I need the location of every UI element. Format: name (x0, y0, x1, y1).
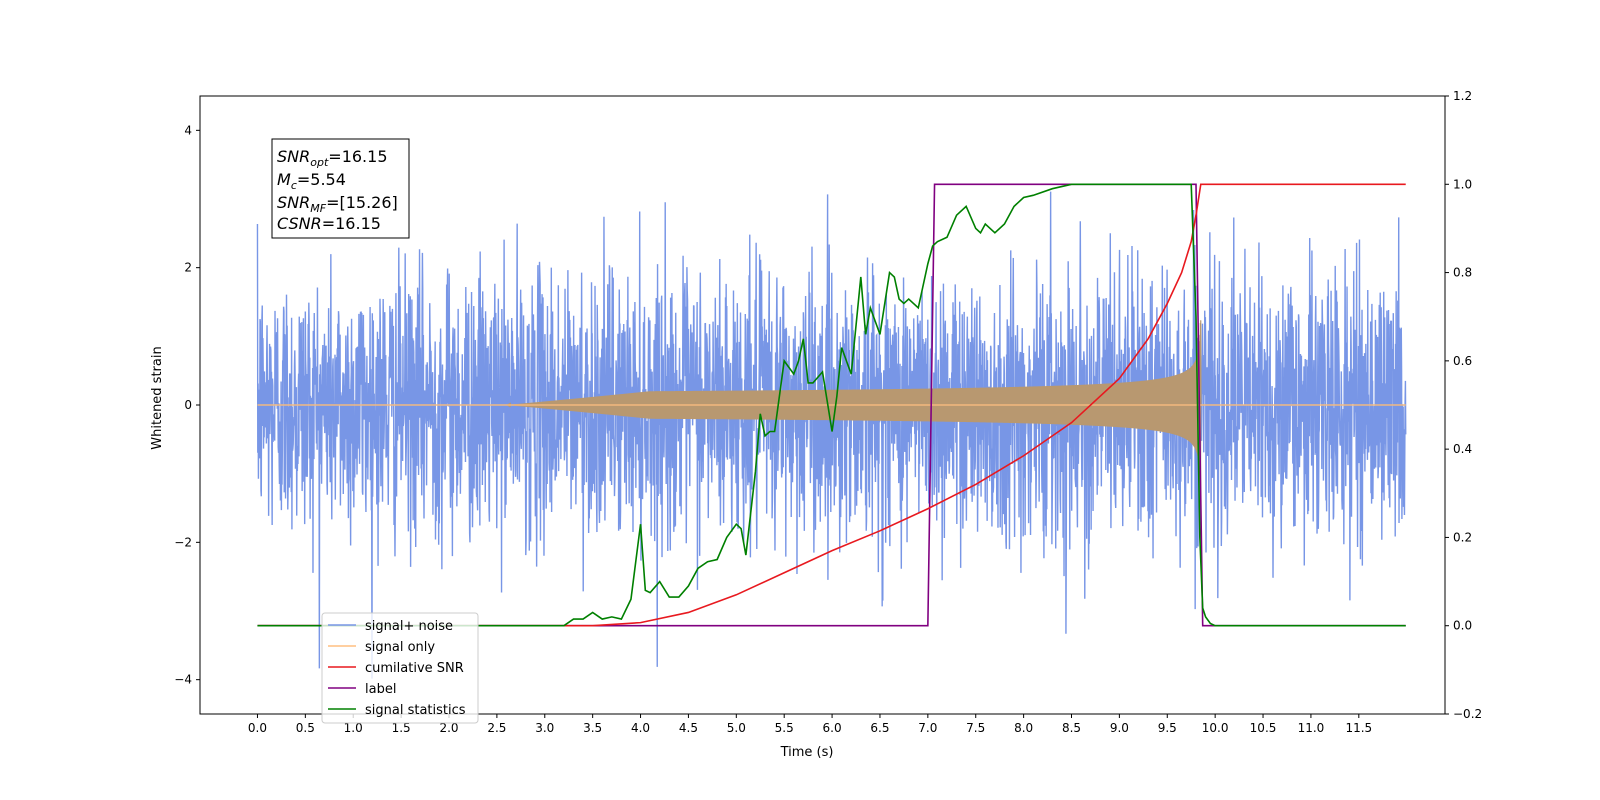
x-tick-label: 0.5 (296, 721, 315, 735)
legend: signal+ noise signal only cumilative SNR la… (321, 612, 479, 724)
right-axis-series (257, 183, 1406, 627)
x-tick-label: 9.0 (1110, 721, 1129, 735)
legend-entry: signal+ noise (365, 619, 453, 634)
x-tick-label: 11.0 (1298, 721, 1325, 735)
x-tick-label: 8.5 (1062, 721, 1081, 735)
y-right-tick-label: −0.2 (1453, 707, 1482, 721)
y-left-tick-label: 0 (184, 398, 192, 412)
x-tick-label: 5.5 (775, 721, 794, 735)
y-right-tick-label: 1.0 (1453, 177, 1472, 191)
info-snr-mf: SNRMF=[15.26] (277, 193, 398, 215)
x-tick-label: 9.5 (1158, 721, 1177, 735)
x-tick-label: 7.0 (918, 721, 937, 735)
x-tick-label: 2.0 (439, 721, 458, 735)
y-right-tick-label: 0.4 (1453, 442, 1472, 456)
info-mc: Mc=5.54 (277, 170, 346, 192)
y-left-tick-label: 2 (184, 261, 192, 275)
x-tick-label: 10.0 (1202, 721, 1229, 735)
y-axis-label: Whitened strain (150, 346, 165, 449)
info-csnr: CSNR=16.15 (277, 214, 381, 233)
x-tick-label: 11.5 (1345, 721, 1372, 735)
x-tick-label: 1.5 (392, 721, 411, 735)
x-tick-label: 4.5 (679, 721, 698, 735)
x-tick-label: 2.5 (487, 721, 506, 735)
x-tick-label: 0.0 (248, 721, 267, 735)
y-right-tick-label: 0.6 (1453, 354, 1472, 368)
legend-box (321, 612, 479, 724)
x-tick-label: 6.5 (870, 721, 889, 735)
x-tick-label: 3.0 (535, 721, 554, 735)
legend-entry: signal statistics (365, 703, 466, 718)
y-left-tick-label: −2 (174, 535, 192, 549)
x-tick-label: 8.0 (1014, 721, 1033, 735)
info-snr-opt: SNRopt=16.15 (277, 147, 388, 169)
signal-statistics-line (257, 183, 1406, 627)
x-tick-label: 5.0 (727, 721, 746, 735)
x-tick-label: 10.5 (1250, 721, 1277, 735)
signal-only-series (257, 320, 1406, 490)
legend-entry: cumilative SNR (365, 661, 464, 676)
y-right-tick-label: 1.2 (1453, 89, 1472, 103)
y-right-tick-label: 0.0 (1453, 619, 1472, 633)
x-tick-label: 6.0 (823, 721, 842, 735)
x-axis-label: Time (s) (780, 745, 834, 760)
signal-noise-line (256, 191, 1407, 679)
info-box: SNRopt=16.15 Mc=5.54 SNRMF=[15.26] CSNR=… (271, 138, 410, 239)
signal-noise-series (256, 191, 1407, 679)
legend-entry: label (365, 682, 396, 697)
x-tick-label: 3.5 (583, 721, 602, 735)
axes: 0.0 0.5 1.0 1.5 2.0 2.5 3.0 3.5 4.0 4.5 5.0 5.5 6.0 6… (174, 89, 1482, 735)
y-right-tick-label: 0.2 (1453, 530, 1472, 544)
x-tick-label: 7.5 (966, 721, 985, 735)
y-right-tick-label: 0.8 (1453, 266, 1472, 280)
x-tick-label: 4.0 (631, 721, 650, 735)
y-left-tick-label: 4 (184, 123, 192, 137)
x-tick-label: 1.0 (344, 721, 363, 735)
y-left-tick-label: −4 (174, 673, 192, 687)
legend-entry: signal only (365, 640, 435, 655)
